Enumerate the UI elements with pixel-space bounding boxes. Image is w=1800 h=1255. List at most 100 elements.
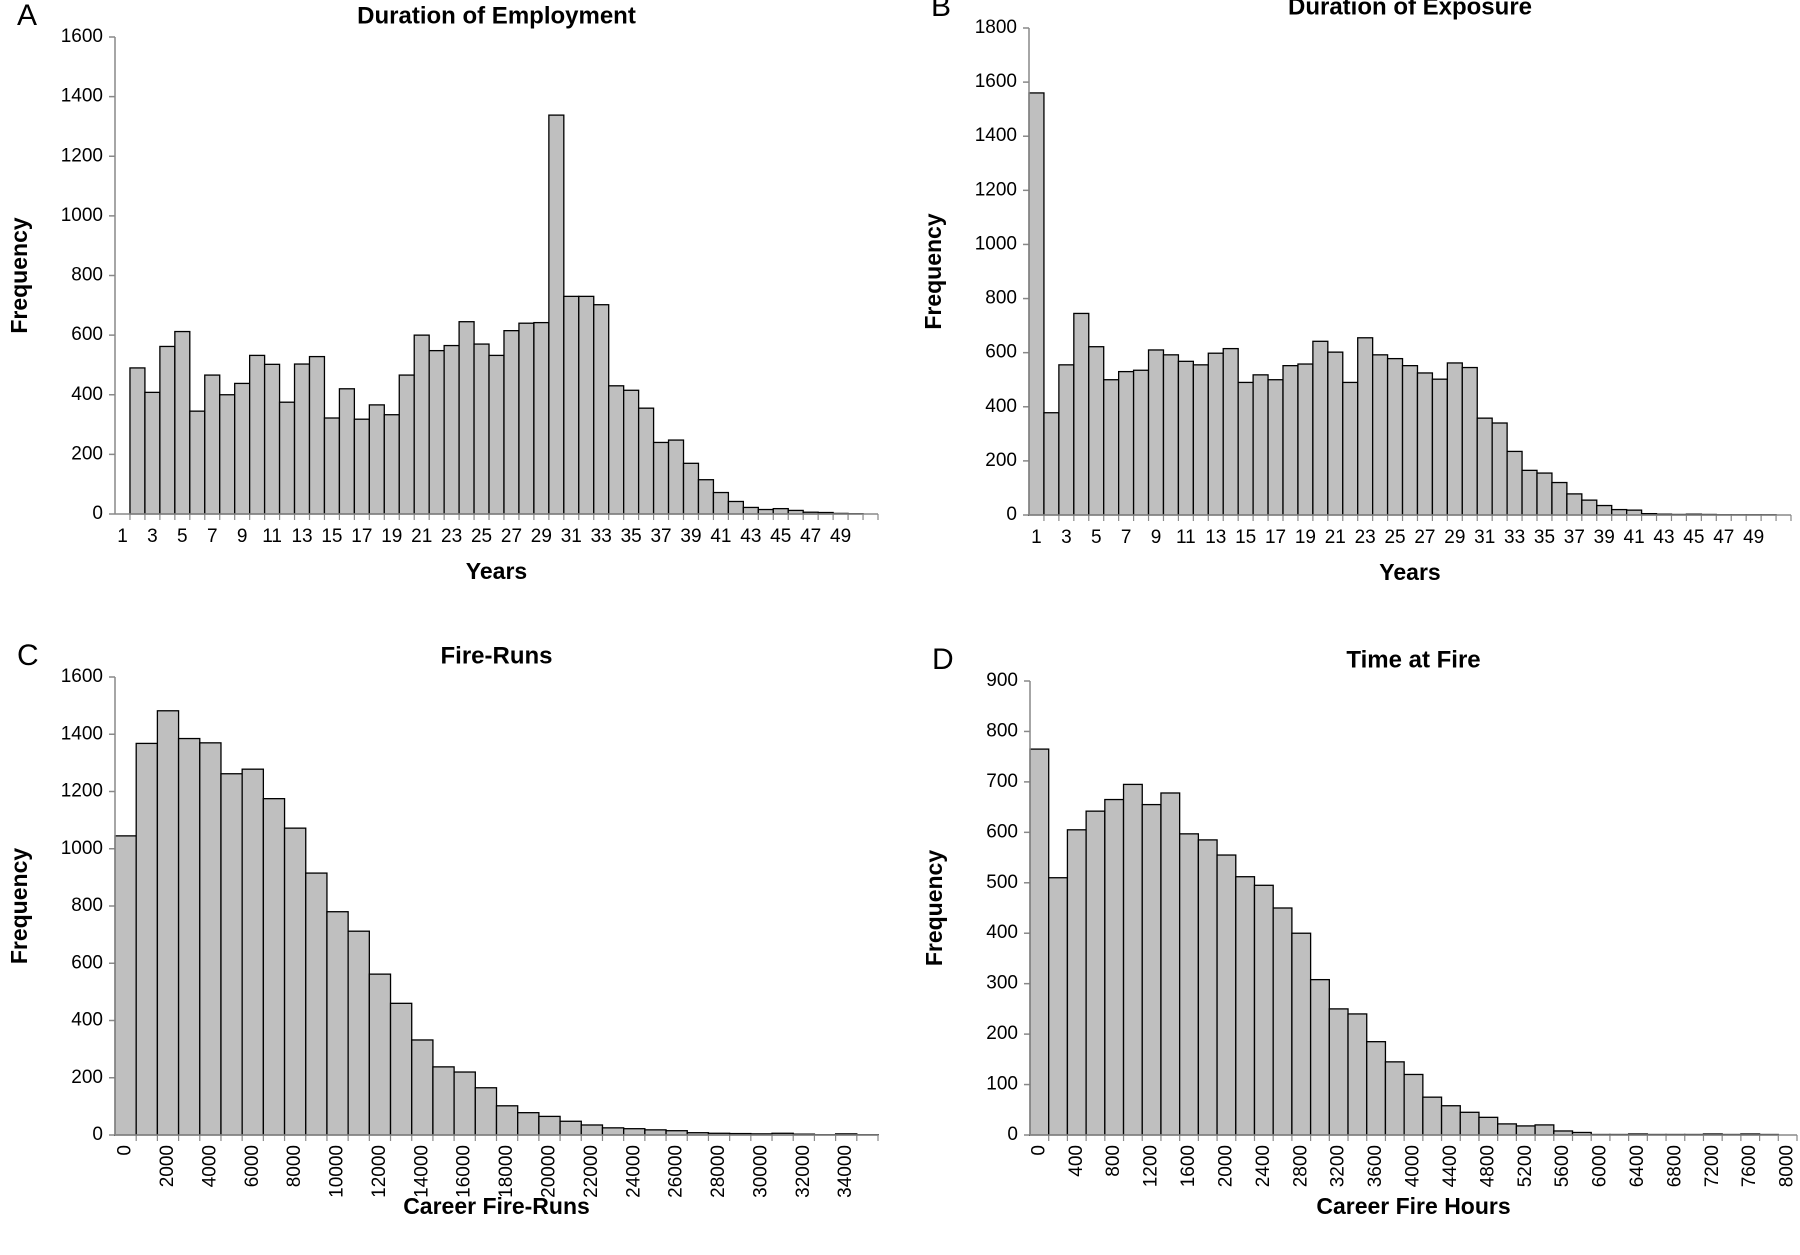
y-tick-label: 0 [1007,1124,1018,1145]
y-tick-label: 700 [986,771,1018,792]
bar [1384,1061,1405,1136]
x-tick-label: 0 [1028,1145,1049,1156]
y-axis-label: Frequency [921,850,947,967]
x-tick-label: 28000 [708,1145,729,1198]
x-tick-label: 19 [381,526,402,547]
bar [177,737,201,1136]
y-axis-label: Frequency [920,213,946,330]
x-tick-label: 16000 [454,1145,475,1198]
x-tick-label: 32000 [793,1145,814,1198]
y-tick-label: 0 [92,503,103,524]
bar [1357,337,1374,516]
y-tick-label: 800 [985,288,1017,309]
bar [1312,340,1329,516]
bar [682,462,700,515]
bar [1386,357,1404,516]
bar [1491,422,1508,516]
bar [1216,854,1237,1136]
bar [1147,349,1165,516]
bar [1581,499,1598,516]
bar [428,349,445,515]
bar [474,1087,498,1136]
y-tick-label: 1000 [975,233,1017,254]
bar [1179,833,1200,1136]
x-tick-label: 6800 [1664,1145,1685,1187]
bar [1028,92,1045,516]
x-tick-label: 33 [591,526,612,547]
bar [1611,508,1628,516]
panel-letter: D [932,643,954,676]
bar [533,321,550,515]
y-tick-label: 600 [71,952,103,973]
bar [383,414,400,515]
bar [652,441,670,515]
bar [1422,1096,1443,1136]
x-tick-label: 4000 [1403,1145,1424,1187]
x-tick-label: 12000 [369,1145,390,1198]
x-tick-label: 6000 [242,1145,263,1187]
bar [1291,932,1312,1136]
x-tick-label: 29 [531,526,552,547]
x-tick-label: 49 [830,526,851,547]
x-tick-label: 25 [1384,527,1405,548]
x-tick-label: 35 [1534,527,1555,548]
bar [1177,360,1195,516]
bar [1235,876,1256,1136]
y-tick-label: 300 [986,973,1018,994]
bar [347,930,370,1136]
y-tick-label: 1400 [975,125,1017,146]
x-tick-label: 400 [1066,1145,1087,1177]
y-tick-label: 200 [71,443,103,464]
bar [1088,346,1105,516]
x-tick-label: 24000 [623,1145,644,1198]
x-tick-label: 7600 [1739,1145,1760,1187]
x-tick-label: 11 [262,526,282,547]
x-tick-label: 37 [650,526,671,547]
bar [667,439,685,515]
bar [623,389,640,515]
x-tick-label: 6400 [1627,1145,1648,1187]
x-tick-label: 13 [1205,527,1226,548]
x-tick-label: 5 [177,526,188,547]
x-axis-label: Years [1379,559,1440,585]
bar [1347,1013,1368,1136]
bar [601,1127,625,1136]
x-tick-label: 5200 [1515,1145,1536,1187]
bar [1461,366,1478,516]
y-tick-label: 1400 [61,723,103,744]
bar [1431,378,1449,516]
x-tick-label: 7 [207,526,218,547]
bar [608,385,625,515]
x-tick-label: 17 [351,526,372,547]
x-tick-label: 18000 [496,1145,517,1198]
bar [156,710,180,1136]
y-tick-label: 800 [986,720,1018,741]
bar [697,479,715,515]
bar [411,1039,434,1136]
bar [1162,354,1180,516]
bar [199,742,222,1136]
bar [1459,1111,1480,1136]
bar [559,1120,582,1136]
y-tick-label: 200 [71,1067,103,1088]
x-tick-label: 27 [1414,527,1435,548]
bar [129,367,146,515]
x-tick-label: 23 [1355,527,1376,548]
bar [413,334,430,515]
x-tick-label: 15 [1235,527,1256,548]
bar [1282,365,1299,516]
bar [204,374,221,515]
x-tick-label: 14000 [411,1145,432,1198]
bar [1029,748,1050,1136]
bar [727,500,745,515]
x-tick-label: 3200 [1328,1145,1349,1187]
x-tick-label: 45 [770,526,791,547]
x-tick-label: 8000 [1777,1145,1798,1187]
x-tick-label: 41 [710,526,731,547]
y-tick-label: 1200 [61,145,103,166]
bar [263,363,281,515]
bar [443,344,460,515]
y-tick-label: 600 [986,821,1018,842]
